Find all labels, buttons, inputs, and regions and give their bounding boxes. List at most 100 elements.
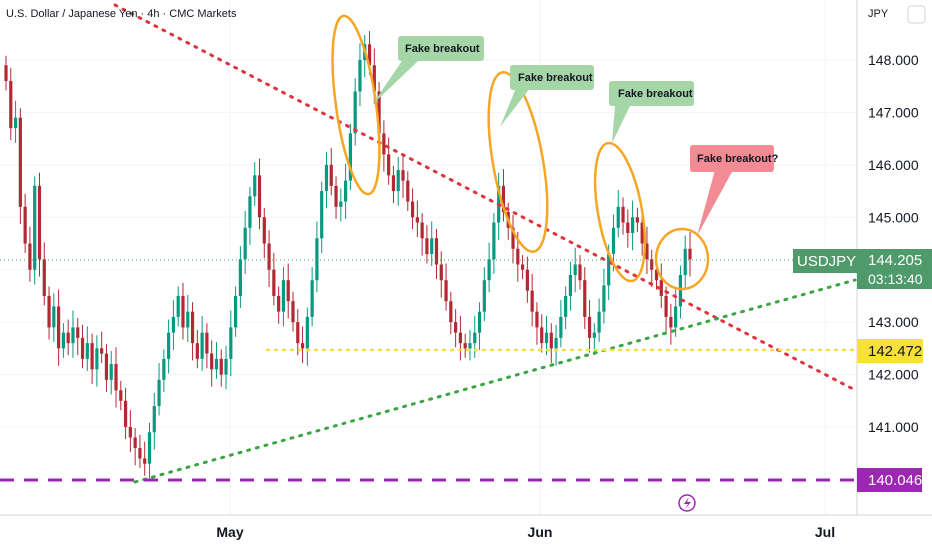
candle [458,332,463,344]
y-tick-label: 148.000 [868,52,919,68]
candle [315,238,319,281]
x-tick-labels: May Jun Jul [216,524,835,540]
candle [233,295,238,328]
candle [291,301,295,323]
candle [344,180,348,202]
candle [573,264,577,275]
candle [674,306,678,328]
candle [205,332,209,354]
candle [578,264,582,281]
candle [473,332,477,344]
candle [152,406,156,433]
highlight-ellipses [331,14,710,291]
candle [444,280,448,302]
candle [37,185,42,260]
candle [492,222,496,260]
candle [114,364,118,391]
candle [688,248,692,260]
candle [616,206,620,228]
candle [80,337,85,359]
candle [353,91,357,134]
candle [286,280,290,302]
candle [645,243,649,260]
candle [71,327,75,344]
candle [564,295,568,317]
candle [176,295,180,317]
low-level-tag [857,468,922,492]
candle [61,332,65,349]
candle [640,222,644,244]
candle [181,295,185,328]
candle [635,217,639,223]
candle [224,358,228,375]
candle [13,117,18,129]
candle [482,280,486,312]
candle [554,337,558,349]
candle [18,117,22,207]
low-level-value: 140.046 [868,472,922,489]
candle [214,358,219,370]
candle [248,196,252,228]
candle [597,311,601,333]
lightning-icon[interactable] [678,494,696,512]
price-tag-value-box [857,249,932,289]
candle [133,437,137,448]
candle [28,243,32,270]
candle [186,311,190,328]
candle [320,191,324,239]
candle [147,432,152,464]
candle [535,311,539,328]
candle [66,332,70,344]
candle [592,332,596,338]
candle [257,175,262,218]
candle [243,227,247,260]
candlestick-series [4,31,692,479]
candle [468,343,472,349]
candle [420,222,424,239]
candle [501,185,506,213]
candle [477,311,482,333]
candle [583,280,587,317]
highlight-ellipse [593,141,647,283]
candle [511,227,515,249]
x-tick-label: May [216,524,243,540]
candle [568,274,573,296]
candle [272,269,276,296]
candle [128,427,132,438]
candle [253,175,257,197]
candle [277,295,281,312]
candle [415,217,419,223]
candle [659,280,663,296]
candle [167,332,171,359]
highlight-ellipse [487,71,549,253]
candle [104,353,109,380]
candle [434,238,439,265]
price-tag-symbol: USDJPY [797,253,856,270]
candle [367,44,372,66]
candle [262,217,266,244]
price-tag-value: 144.205 [868,252,922,269]
annotation-text: Fake breakout [405,43,480,55]
candle [109,364,113,380]
grid-lines [0,0,857,515]
candle [454,322,458,333]
candle [587,316,592,338]
candle [391,175,396,192]
candle [190,311,195,344]
candle [23,206,27,244]
annotation-bubble: Fake breakout [372,36,484,105]
candle [33,185,37,270]
axis-settings-box[interactable] [907,5,926,24]
candle [138,447,142,459]
candle [219,358,223,375]
candle [296,322,300,344]
candle [324,164,329,192]
candle [229,327,233,359]
candle [334,185,338,207]
price-tag [793,249,857,273]
candle [143,458,147,464]
annotation-text: Fake breakout [518,72,593,84]
candle [300,343,305,349]
candle [621,206,625,223]
x-tick-label: Jun [528,524,553,540]
